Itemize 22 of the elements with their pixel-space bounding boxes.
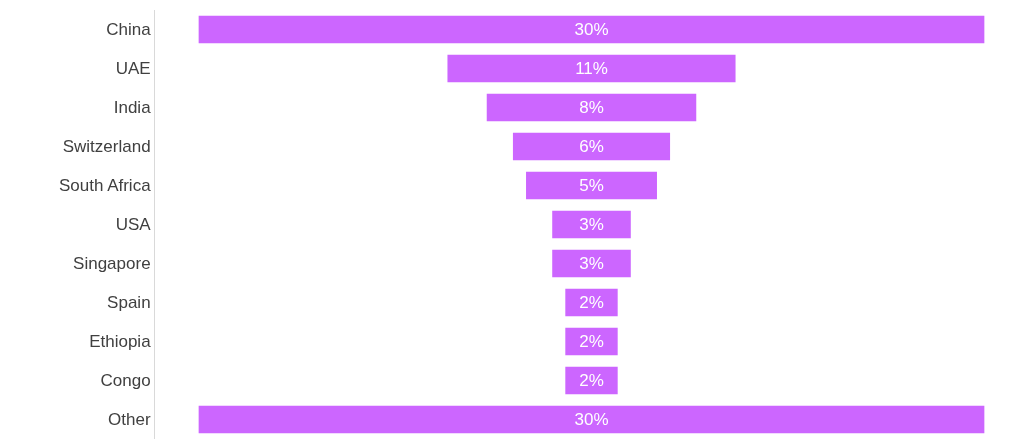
data-label: 2% [579, 371, 604, 390]
data-label: 5% [579, 176, 604, 195]
category-label: Ethiopia [89, 332, 152, 352]
data-label: 3% [579, 215, 604, 234]
data-label: 30% [574, 410, 609, 429]
category-label: Other [108, 410, 151, 430]
category-label: Spain [107, 293, 151, 313]
category-label: China [106, 20, 152, 40]
category-label: India [113, 98, 152, 118]
data-label: 2% [579, 293, 604, 312]
data-label: 2% [579, 332, 604, 351]
data-label: 11% [575, 59, 608, 78]
data-label: 8% [579, 98, 604, 117]
category-label: Singapore [73, 254, 151, 274]
category-label: USA [115, 215, 152, 235]
data-label: 3% [579, 254, 604, 273]
data-label: 6% [579, 137, 604, 156]
data-label: 30% [574, 20, 609, 39]
category-label: South Africa [58, 176, 152, 196]
category-label: Switzerland [62, 137, 151, 157]
category-label: UAE [115, 59, 151, 79]
category-label: Congo [100, 371, 151, 391]
